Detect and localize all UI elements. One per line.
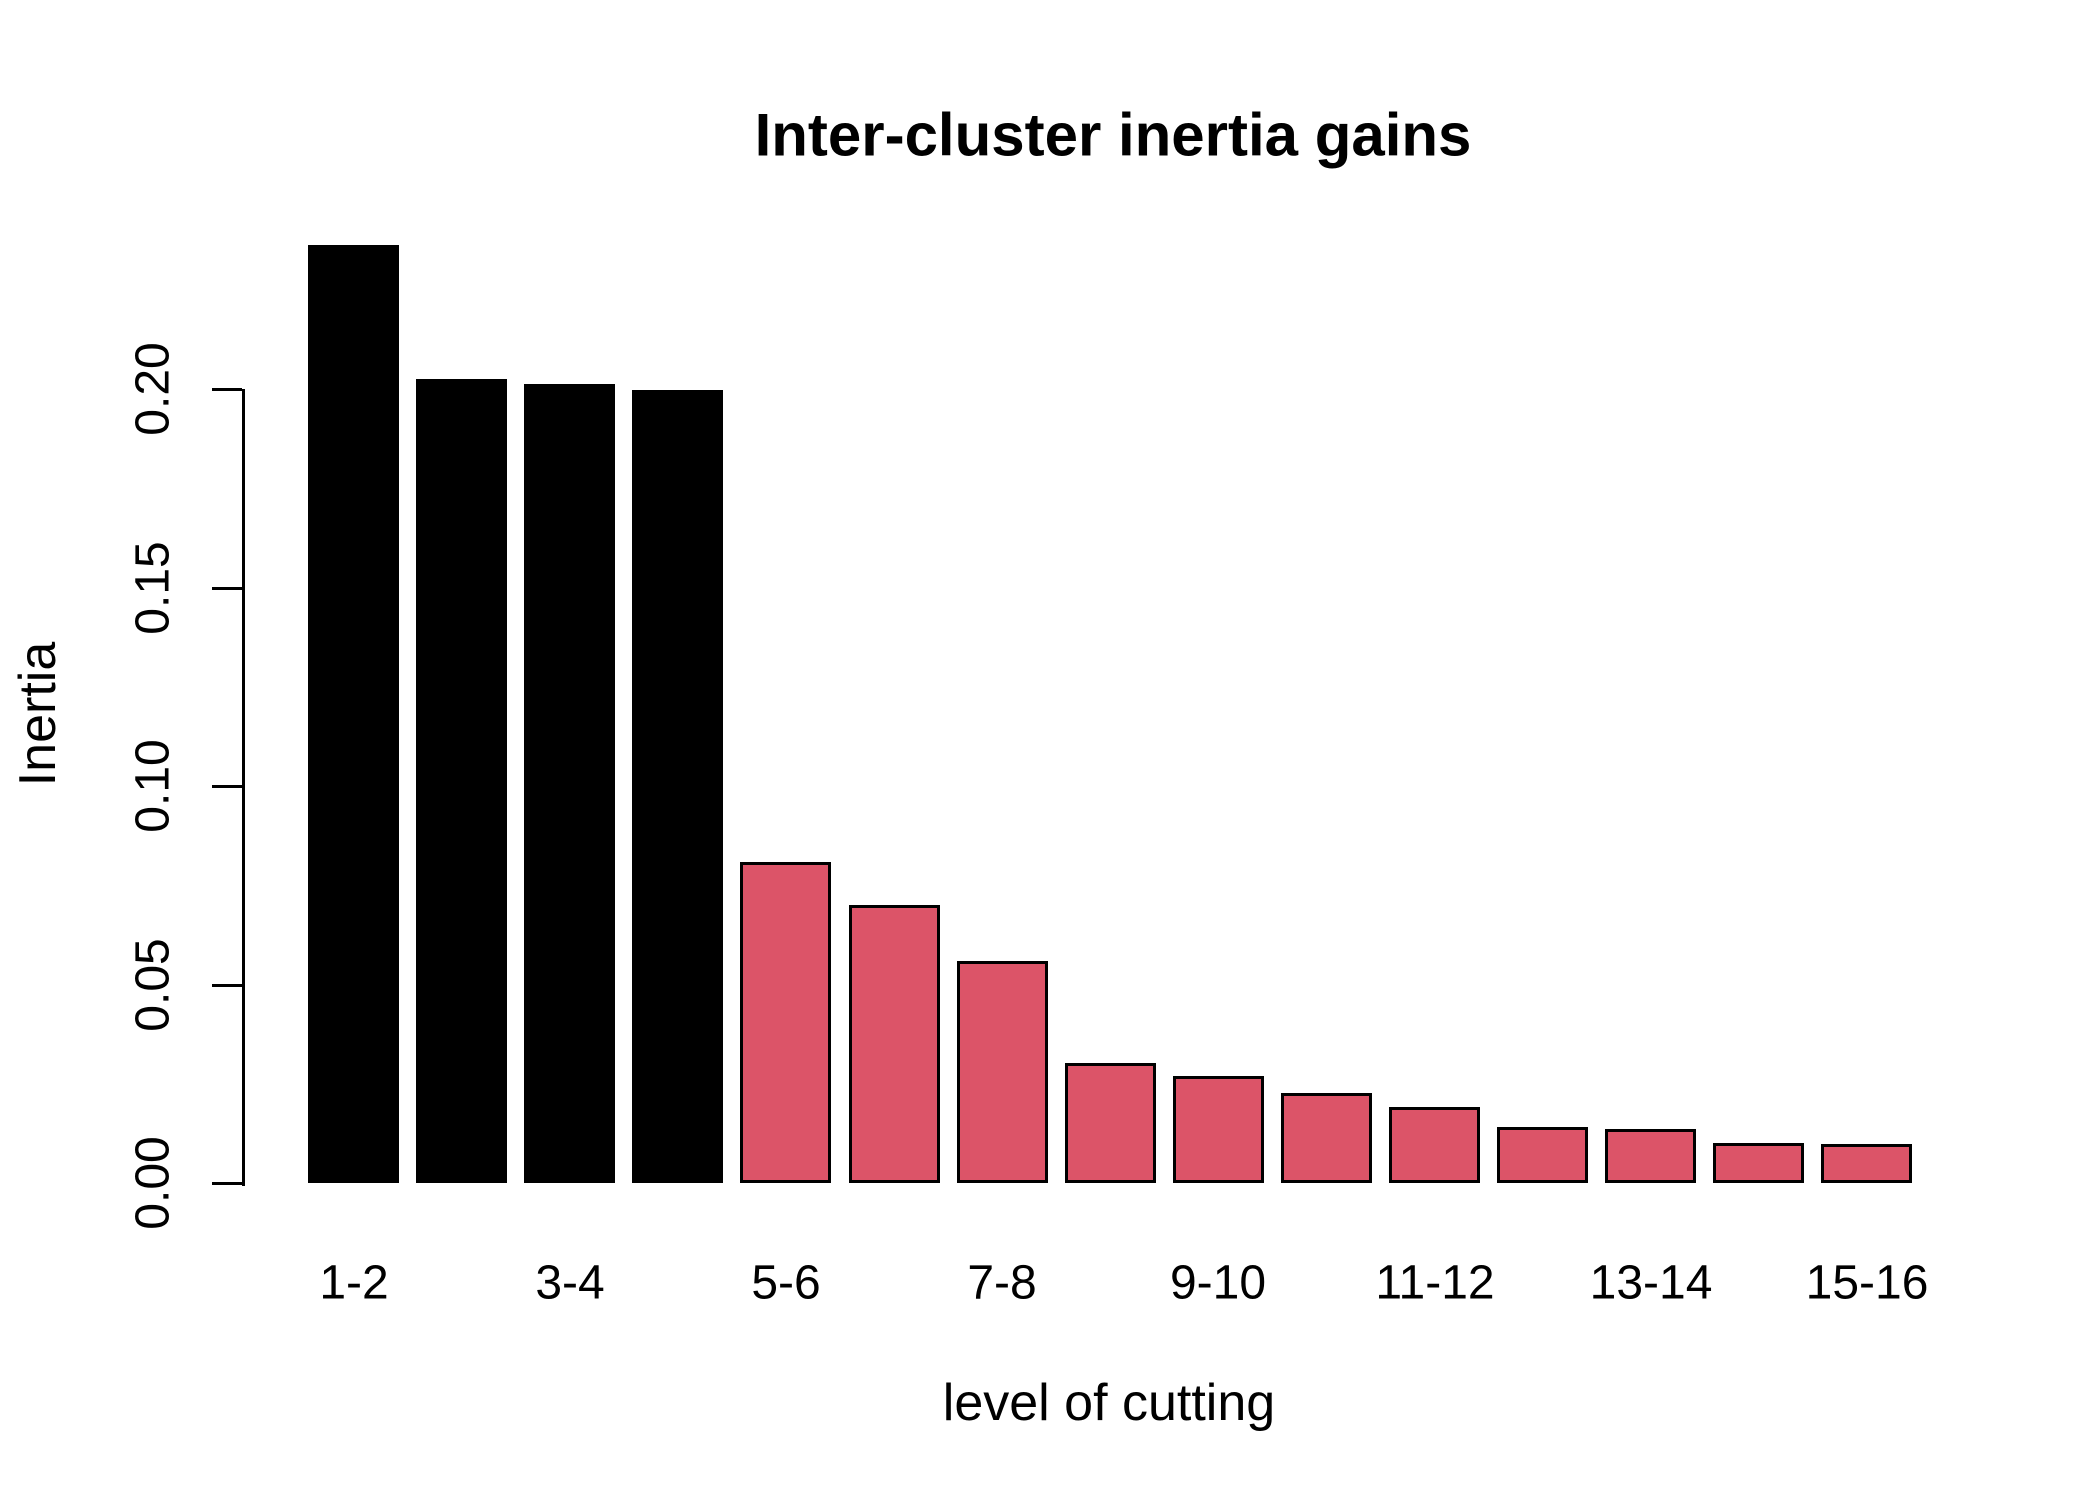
bar [308, 245, 399, 1183]
y-axis-tick-label: 0.00 [126, 1136, 180, 1230]
bar [1173, 1076, 1264, 1183]
x-axis-tick-label: 15-16 [1805, 1256, 1929, 1310]
y-axis-tick-label: 0.20 [126, 342, 180, 436]
bar [416, 379, 507, 1183]
y-axis-tick-label: 0.15 [126, 540, 180, 635]
y-axis-tick [212, 785, 242, 788]
x-axis-tick-label: 11-12 [1375, 1256, 1495, 1310]
chart-title: Inter-cluster inertia gains [754, 101, 1472, 169]
bar [1605, 1129, 1696, 1183]
y-axis-tick [212, 1182, 242, 1185]
bar [1497, 1127, 1588, 1183]
bar [1821, 1144, 1912, 1183]
x-axis-tick-label: 1-2 [319, 1256, 389, 1310]
bar [957, 961, 1048, 1183]
bar [1713, 1143, 1804, 1183]
y-axis-tick-label: 0.10 [126, 739, 180, 833]
y-axis-line [242, 389, 245, 1186]
bar [740, 862, 831, 1183]
y-axis-tick [212, 586, 242, 590]
y-axis-tick [212, 388, 242, 391]
bar [524, 384, 615, 1183]
bar [1389, 1107, 1480, 1183]
bar [1065, 1063, 1156, 1183]
y-axis-tick [212, 983, 242, 987]
bar [1281, 1093, 1372, 1183]
bar [632, 390, 723, 1183]
bar [849, 905, 940, 1183]
x-axis-label: level of cutting [942, 1374, 1276, 1432]
y-axis-tick-label: 0.05 [126, 937, 180, 1032]
x-axis-tick-label: 5-6 [751, 1256, 821, 1310]
x-axis-tick-label: 13-14 [1589, 1256, 1713, 1310]
x-axis-tick-label: 3-4 [535, 1256, 605, 1310]
x-axis-tick-label: 7-8 [967, 1256, 1037, 1310]
x-axis-tick-label: 9-10 [1169, 1256, 1267, 1310]
